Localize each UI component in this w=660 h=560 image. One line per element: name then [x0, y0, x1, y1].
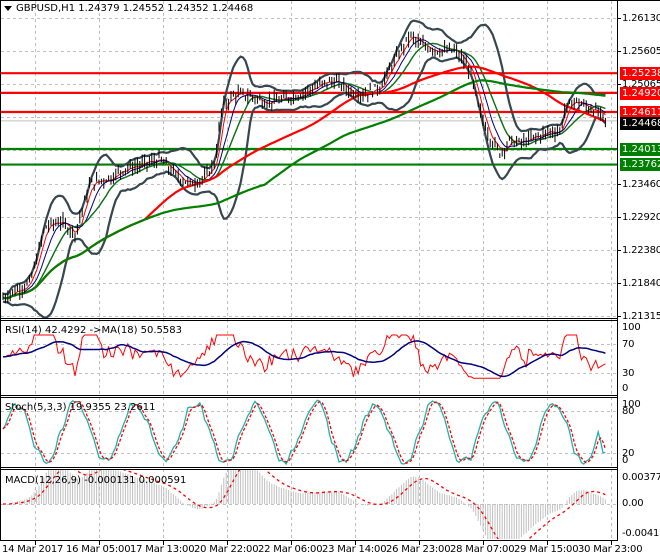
price-tick: 1.25605 — [622, 46, 660, 57]
stoch-tick: 80 — [622, 406, 635, 417]
resistance-tag: 1.24611 — [620, 106, 660, 119]
price-tick: 1.25065 — [622, 79, 660, 90]
price-tick: 1.26130 — [622, 13, 660, 24]
time-label: 26 Mar 23:00 — [386, 544, 451, 555]
rsi-lines — [2, 333, 606, 379]
time-label: 30 Mar 23:00 — [578, 544, 643, 555]
resistance-tag: 1.25238 — [620, 67, 660, 80]
price-bars — [2, 31, 606, 304]
macd-tick: 0.003776 — [622, 472, 660, 483]
stoch-label: Stoch(5,3,3) 19.9355 23.2611 — [5, 402, 156, 413]
chart-title: GBPUSD,H1 1.24379 1.24552 1.24352 1.2446… — [4, 3, 253, 14]
rsi-tick: 30 — [622, 368, 635, 379]
price-tick: 1.21315 — [622, 311, 660, 322]
stoch-tick: 0 — [622, 455, 629, 466]
time-label: 28 Mar 07:00 — [450, 544, 515, 555]
moving-averages — [2, 36, 606, 300]
stoch-lines — [2, 399, 607, 466]
rsi-label: RSI(14) 42.4292 ->MA(18) 50.5583 — [5, 325, 182, 336]
time-label: 29 Mar 15:00 — [514, 544, 579, 555]
macd-tick: 0.00 — [622, 498, 644, 509]
stoch-tick: 20 — [622, 448, 635, 459]
time-label: 17 Mar 13:00 — [130, 544, 195, 555]
macd-tick: -0.004133 — [622, 528, 660, 539]
time-label: 16 Mar 05:00 — [66, 544, 131, 555]
rsi-tick: 100 — [622, 322, 641, 333]
price-tick: 1.23460 — [622, 179, 660, 190]
rsi-tick: 0 — [622, 383, 629, 394]
resistance-tag: 1.24920 — [620, 87, 660, 100]
support-tag: 1.23762 — [620, 158, 660, 171]
time-label: 22 Mar 06:00 — [258, 544, 323, 555]
support-tag: 1.24013 — [620, 143, 660, 156]
dropdown-triangle-icon[interactable] — [4, 5, 12, 11]
macd-label: MACD(12,26,9) -0.000131 0.000591 — [5, 475, 187, 486]
price-tick: 1.22380 — [622, 245, 660, 256]
time-label: 23 Mar 14:00 — [322, 544, 387, 555]
stoch-tick: 100 — [622, 399, 641, 410]
chart-grid — [1, 1, 617, 540]
bollinger-bands — [2, 19, 607, 318]
macd-plot — [3, 470, 606, 539]
panel-borders — [0, 0, 660, 541]
time-label: 20 Mar 22:00 — [194, 544, 259, 555]
price-tick: 1.22920 — [622, 212, 660, 223]
time-label: 14 Mar 2017 — [2, 544, 64, 555]
price-tick: 1.21840 — [622, 278, 660, 289]
current-price-tag: 1.24468 — [620, 117, 660, 130]
axis-ticks — [35, 18, 621, 545]
rsi-tick: 70 — [622, 339, 635, 350]
symbol-ohlc: GBPUSD,H1 1.24379 1.24552 1.24352 1.2446… — [16, 3, 254, 14]
